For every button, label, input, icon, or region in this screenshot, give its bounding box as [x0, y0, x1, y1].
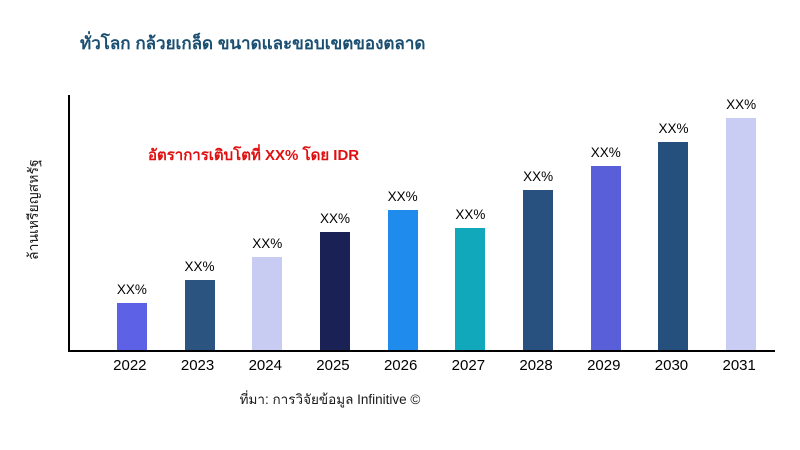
bar-value-label-2029: XX% [590, 145, 621, 160]
bar-column-2028: XX% [504, 95, 572, 350]
bar-2022 [116, 303, 147, 350]
bar-column-2023: XX% [166, 95, 234, 350]
y-axis-label: ล้านเหรียญสหรัฐ [25, 159, 41, 261]
bar-value-label-2022: XX% [116, 282, 147, 297]
x-axis-ticks: 2022 2023 2024 2025 2026 2027 2028 2029 2030 2031 [68, 357, 773, 374]
bar-value-label-2023: XX% [184, 259, 215, 274]
bar-2030 [658, 142, 689, 350]
source-text: ที่มา: การวิจัยข้อมูล Infinitive © [239, 392, 421, 407]
x-tick-2022: 2022 [113, 357, 147, 374]
x-tick-2029: 2029 [587, 357, 621, 374]
bar-column-2024: XX% [233, 95, 301, 350]
bar-value-label-2030: XX% [658, 121, 689, 136]
bar-value-label-2024: XX% [252, 236, 283, 251]
x-tick-2023: 2023 [180, 357, 215, 374]
chart-title: ทั่วโลก กล้วยเกล็ด ขนาดและขอบเขตของตลาด [80, 34, 426, 53]
x-tick-2031: 2031 [722, 357, 756, 374]
bar-value-label-2026: XX% [387, 189, 418, 204]
bar-value-label-2031: XX% [726, 97, 757, 112]
growth-annotation: อัตราการเติบโตที่ XX% โดย IDR [148, 147, 360, 164]
x-tick-2024: 2024 [248, 357, 282, 374]
bar-column-2031: XX% [707, 95, 775, 350]
x-tick-2028: 2028 [519, 357, 553, 374]
bar-column-2029: XX% [572, 95, 640, 350]
bar-2029 [590, 166, 621, 350]
bar-2028 [523, 190, 554, 350]
x-tick-2026: 2026 [383, 357, 418, 374]
bar-value-label-2027: XX% [455, 207, 486, 222]
bar-value-label-2028: XX% [523, 169, 554, 184]
bar-2025 [319, 232, 350, 350]
x-tick-2025: 2025 [316, 357, 350, 374]
x-tick-2030: 2030 [654, 357, 689, 374]
bar-column-2025: XX% [301, 95, 369, 350]
bar-2027 [455, 228, 486, 350]
bar-2023 [184, 280, 215, 350]
bar-column-2022: XX% [98, 95, 166, 350]
bar-2031 [726, 118, 757, 350]
bar-column-2027: XX% [437, 95, 505, 350]
bar-column-2030: XX% [640, 95, 708, 350]
plot-area: XX% XX% XX% XX% XX% XX% XX% XX% XX% XX% [68, 95, 775, 352]
bar-2026 [387, 210, 418, 350]
bars-container: XX% XX% XX% XX% XX% XX% XX% XX% XX% XX% [70, 95, 775, 350]
bar-column-2026: XX% [369, 95, 437, 350]
bar-2024 [252, 257, 283, 350]
x-tick-2027: 2027 [451, 357, 486, 374]
bar-value-label-2025: XX% [319, 211, 350, 226]
